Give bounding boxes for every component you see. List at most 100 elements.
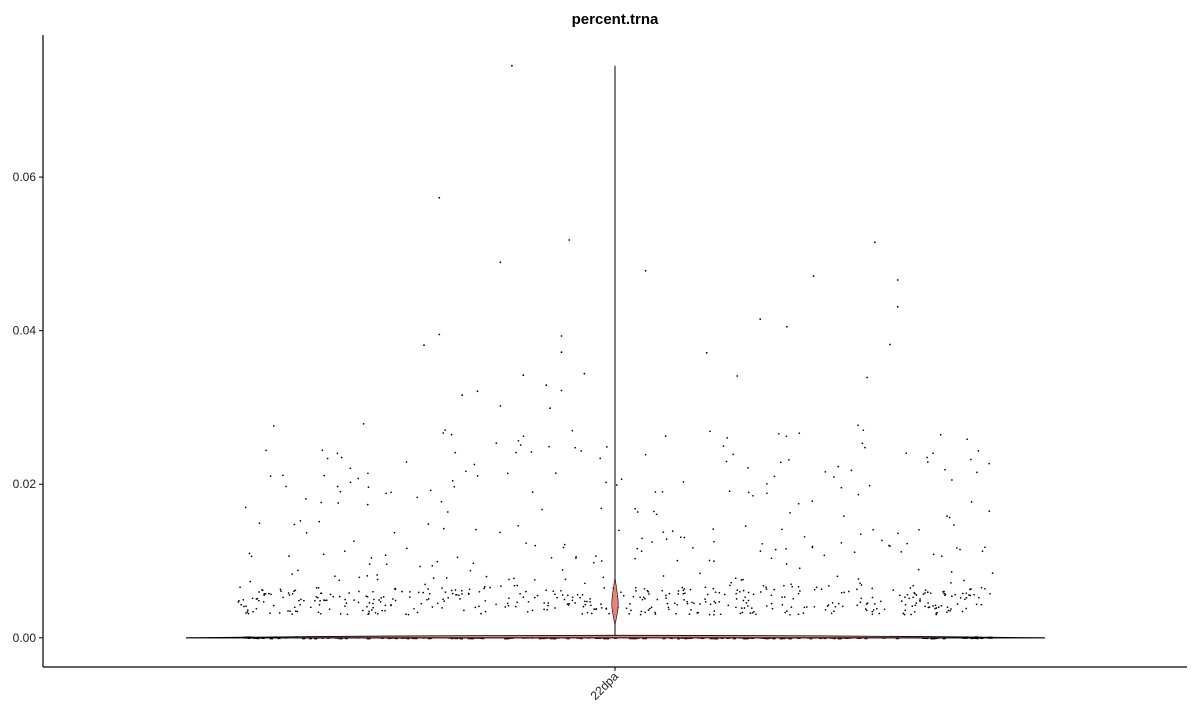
data-point: [641, 537, 643, 540]
data-point: [924, 589, 927, 591]
data-point: [536, 594, 539, 597]
data-point: [934, 604, 937, 607]
data-point: [247, 612, 250, 615]
data-point: [245, 612, 247, 614]
data-point: [934, 607, 936, 610]
data-point: [417, 591, 420, 594]
data-point: [255, 607, 258, 610]
outlier-point: [560, 351, 563, 354]
data-point: [918, 528, 920, 531]
y-tick-label: 0.02: [13, 477, 37, 491]
data-point: [761, 542, 764, 545]
outlier-point: [786, 325, 788, 328]
baseline-point: [788, 637, 792, 640]
data-point: [727, 604, 730, 607]
data-point: [305, 532, 308, 534]
data-point: [586, 600, 588, 603]
data-point: [368, 610, 370, 613]
data-point: [837, 465, 840, 468]
data-point: [742, 589, 745, 592]
data-point: [586, 611, 589, 614]
data-point: [946, 515, 948, 517]
data-point: [811, 545, 814, 548]
data-point: [382, 596, 385, 598]
data-point: [843, 515, 845, 517]
data-point: [903, 613, 906, 616]
data-point: [480, 612, 482, 615]
data-point: [368, 563, 371, 565]
data-point: [915, 602, 918, 604]
data-point: [943, 592, 945, 595]
data-point: [248, 552, 251, 555]
data-point: [940, 605, 943, 607]
data-point: [349, 467, 352, 470]
data-point: [554, 472, 557, 474]
data-point: [291, 592, 294, 595]
data-point: [959, 548, 961, 551]
data-point: [665, 538, 668, 540]
data-point: [712, 587, 715, 590]
data-point: [336, 485, 339, 488]
data-point: [339, 613, 342, 615]
violin-base: [185, 634, 1046, 639]
data-point: [904, 609, 907, 612]
data-point: [483, 586, 486, 588]
data-point: [635, 590, 637, 592]
data-point: [550, 556, 553, 559]
data-point: [513, 577, 515, 580]
data-point: [744, 525, 747, 527]
data-point: [665, 597, 667, 599]
data-point: [548, 445, 550, 448]
data-point: [786, 610, 788, 612]
data-point: [630, 609, 632, 612]
data-point: [666, 602, 669, 605]
data-point: [590, 612, 593, 615]
data-point: [906, 593, 909, 596]
data-point: [872, 609, 875, 611]
data-point: [560, 589, 562, 592]
data-point: [866, 602, 869, 604]
data-point: [984, 587, 986, 590]
data-point: [575, 555, 577, 558]
data-point: [939, 433, 942, 436]
data-point: [946, 611, 948, 614]
data-point: [909, 587, 912, 589]
data-point: [531, 609, 534, 612]
data-point: [932, 605, 934, 607]
data-point: [841, 605, 844, 608]
data-point: [385, 492, 387, 495]
data-point: [802, 612, 805, 614]
data-point: [803, 606, 806, 609]
data-point: [579, 596, 582, 599]
data-point: [889, 545, 891, 547]
data-point: [704, 586, 707, 589]
data-point: [453, 485, 456, 488]
data-point: [813, 605, 816, 608]
data-point: [339, 490, 342, 493]
data-point: [991, 572, 994, 574]
baseline-point: [713, 637, 717, 640]
data-point: [348, 592, 350, 594]
data-point: [408, 596, 411, 598]
data-point: [530, 451, 533, 453]
data-point: [881, 539, 883, 542]
data-point: [840, 591, 843, 594]
data-point: [628, 613, 631, 615]
data-point: [372, 590, 374, 593]
data-point: [278, 612, 281, 614]
data-point: [919, 599, 921, 602]
data-point: [712, 528, 715, 530]
data-point: [693, 602, 695, 605]
data-point: [303, 599, 305, 602]
data-point: [653, 510, 655, 513]
data-point: [676, 559, 679, 562]
data-point: [362, 423, 365, 425]
data-point: [878, 612, 881, 615]
data-point: [856, 604, 859, 607]
data-point: [441, 587, 443, 589]
data-point: [394, 588, 397, 591]
outlier-point: [896, 279, 899, 281]
data-point: [629, 603, 631, 605]
outlier-point: [644, 269, 647, 272]
baseline-point: [809, 637, 813, 640]
